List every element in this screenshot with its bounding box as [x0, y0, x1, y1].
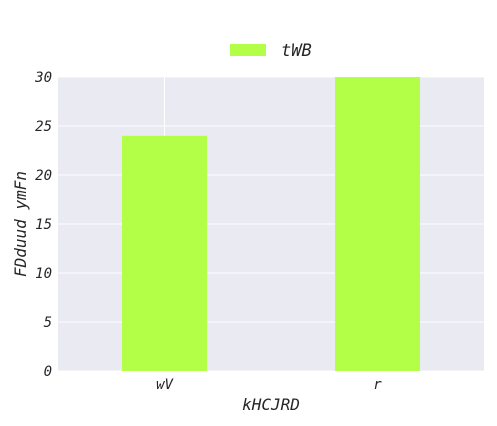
x-axis-label: kHCJRD: [242, 395, 300, 414]
y-tick-label-30: 30: [34, 70, 52, 86]
y-axis-ticks: 0 5 10 15 20 25 30: [34, 70, 52, 380]
x-axis-ticks: wV r: [156, 377, 382, 393]
bar-r: [335, 77, 420, 371]
x-tick-label-1: r: [373, 377, 382, 393]
y-tick-label-10: 10: [35, 266, 52, 282]
y-tick-label-0: 0: [44, 364, 52, 380]
y-tick-label-25: 25: [35, 119, 52, 135]
y-tick-label-20: 20: [35, 168, 52, 184]
bar-wV: [122, 135, 207, 371]
y-axis-label: FDduud ymFn: [11, 171, 30, 277]
legend-label-tWB: tWB: [281, 41, 312, 61]
y-tick-label-15: 15: [35, 217, 52, 233]
x-tick-label-0: wV: [156, 377, 174, 393]
y-tick-label-5: 5: [44, 315, 52, 331]
bars: [122, 77, 420, 371]
legend-swatch-tWB: [230, 44, 266, 56]
legend: tWB: [230, 41, 312, 61]
